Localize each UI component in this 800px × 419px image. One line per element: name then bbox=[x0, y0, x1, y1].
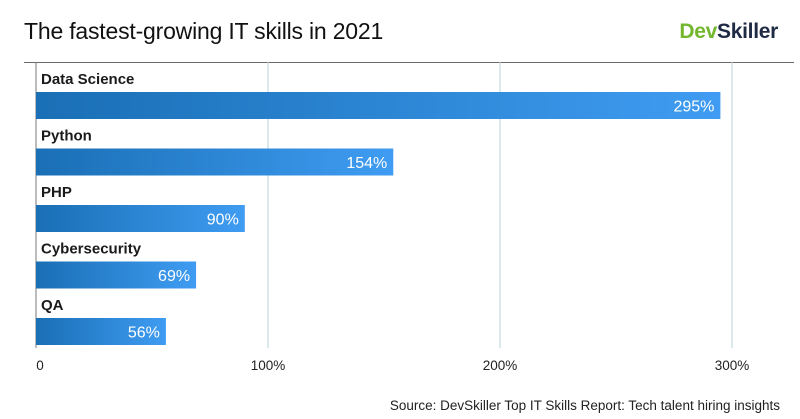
devskiller-logo: DevSkiller bbox=[679, 20, 778, 44]
x-tick-label: 0 bbox=[36, 358, 44, 373]
bar bbox=[36, 148, 394, 176]
bar bbox=[36, 205, 245, 232]
bar-value-label: 295% bbox=[673, 99, 714, 116]
bar-value-label: 154% bbox=[346, 155, 387, 172]
logo-part-skiller: Skiller bbox=[717, 20, 778, 43]
x-tick-label: 300% bbox=[715, 358, 750, 373]
bar-value-label: 69% bbox=[158, 268, 190, 285]
x-tick-label: 200% bbox=[483, 358, 518, 373]
x-axis-ticks: 0 100% 200% 300% bbox=[36, 358, 749, 373]
category-label: Cybersecurity bbox=[41, 241, 142, 258]
bar bbox=[36, 318, 166, 345]
bar-value-label: 90% bbox=[207, 212, 239, 229]
category-label: QA bbox=[41, 297, 64, 314]
header-divider bbox=[24, 62, 794, 63]
logo-part-dev: Dev bbox=[679, 20, 718, 43]
bar bbox=[36, 261, 197, 289]
category-label: Data Science bbox=[41, 71, 134, 88]
category-label: Python bbox=[41, 128, 92, 145]
x-tick-label: 100% bbox=[251, 358, 286, 373]
category-label: PHP bbox=[41, 184, 72, 201]
source-note: Source: DevSkiller Top IT Skills Report:… bbox=[389, 398, 780, 413]
bar-value-label: 56% bbox=[128, 325, 160, 342]
bar bbox=[36, 92, 721, 119]
chart-title: The fastest-growing IT skills in 2021 bbox=[24, 18, 384, 44]
bars: Data Science 295% Python 154% PHP 90% Cybersec… bbox=[36, 71, 721, 345]
